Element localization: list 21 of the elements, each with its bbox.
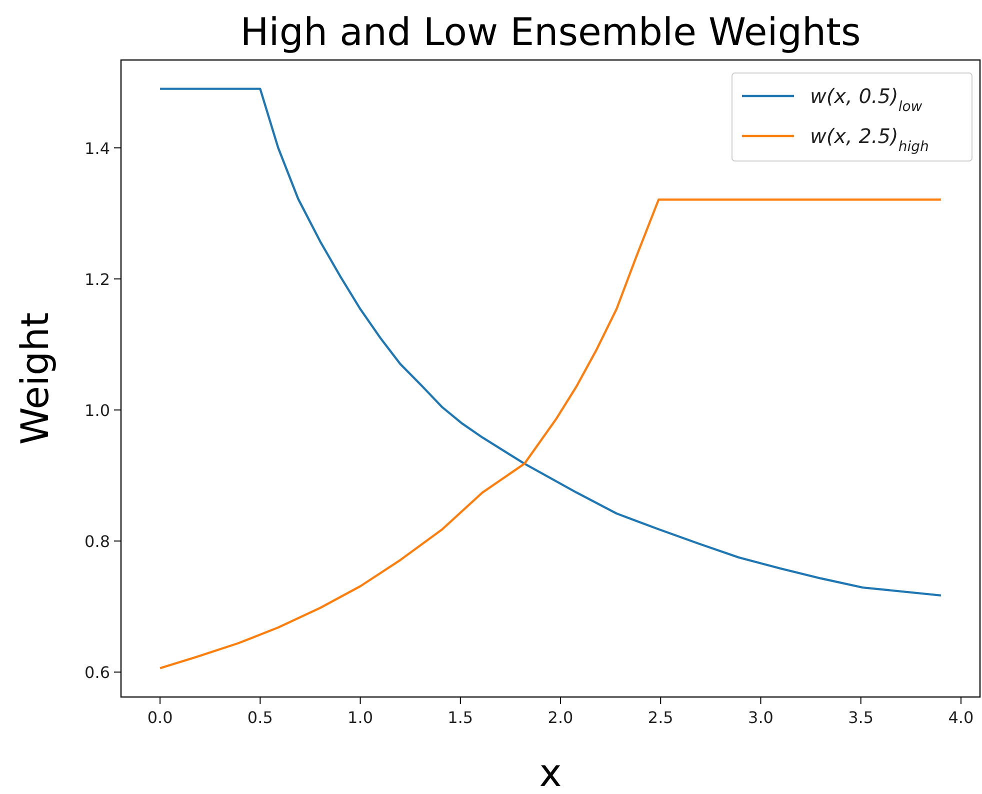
y-tick-label: 1.2 (84, 270, 110, 289)
chart-title: High and Low Ensemble Weights (240, 10, 861, 54)
y-tick-label: 0.8 (84, 532, 110, 552)
x-tick-label: 0.5 (247, 708, 273, 727)
x-tick-label: 2.0 (548, 708, 574, 727)
x-tick-label: 3.5 (848, 708, 874, 727)
x-axis-title: x (539, 751, 562, 794)
x-tick-label: 3.0 (748, 708, 774, 727)
y-tick-label: 1.4 (84, 138, 110, 158)
line-series (158, 198, 942, 670)
x-tick-label: 0.0 (147, 708, 173, 727)
y-tick-label: 1.0 (84, 400, 110, 420)
y-axis-title: Weight (13, 312, 57, 445)
legend-label: w(x, 2.5)$_{high}$ (810, 124, 929, 155)
x-tick-label: 2.5 (648, 708, 674, 727)
x-tick-label: 1.5 (448, 708, 474, 727)
y-tick-label: 0.6 (84, 663, 110, 682)
x-tick-label: 1.0 (348, 708, 374, 727)
legend-label: w(x, 0.5)$_{low}$ (810, 84, 923, 115)
x-tick-label: 4.0 (948, 708, 974, 727)
line-series (158, 88, 942, 597)
